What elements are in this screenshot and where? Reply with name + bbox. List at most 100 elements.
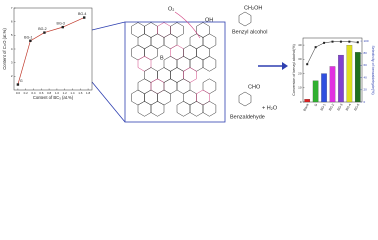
x-tick-label: BG-2 xyxy=(328,103,335,112)
y-tick-label: 2 xyxy=(11,74,13,78)
hexagon xyxy=(150,101,165,117)
hexagon xyxy=(183,67,197,83)
hexagon xyxy=(163,33,178,50)
y-tick-label: 30 xyxy=(298,57,302,61)
hexagon xyxy=(183,44,197,61)
hexagon xyxy=(189,56,204,72)
x-tick-label: 0.0 xyxy=(16,91,21,95)
y-tick-label: 20 xyxy=(298,71,302,75)
hexagon xyxy=(189,101,204,117)
series-line xyxy=(17,17,85,85)
y2-tick-label: 40 xyxy=(364,75,368,79)
arrow-head xyxy=(282,62,288,70)
bar xyxy=(312,80,319,103)
x-tick-label: Blank xyxy=(302,103,310,112)
hexagon xyxy=(137,101,152,117)
bar xyxy=(321,73,327,103)
hexagon xyxy=(170,67,184,83)
bar xyxy=(329,66,336,103)
point xyxy=(43,31,46,34)
x-tick-label: BG-3 xyxy=(336,103,343,112)
hexagon xyxy=(176,78,191,95)
graphene-structure xyxy=(131,22,217,117)
hexagon xyxy=(137,78,152,95)
hexagon xyxy=(176,56,191,72)
y-tick-label: 10 xyxy=(298,86,302,90)
point xyxy=(29,39,32,42)
hexagon xyxy=(157,67,171,83)
hexagon xyxy=(176,101,191,117)
x-tick-label: 1.8 xyxy=(86,91,91,95)
x-tick-label: 1.0 xyxy=(55,91,60,95)
hexagon xyxy=(202,56,217,72)
y-tick-label: 40 xyxy=(298,43,302,47)
hexagon xyxy=(157,89,171,106)
y2-axis-label: Selectivity of benzaldehyde(%) xyxy=(371,45,375,94)
x-tick-label: 0.8 xyxy=(47,91,52,95)
x-tick-label: BG-1 xyxy=(319,103,326,112)
x-tick-label: 1.4 xyxy=(70,91,75,95)
hexagon xyxy=(157,22,171,38)
x-tick-label: 0.4 xyxy=(31,91,36,95)
hexagon xyxy=(144,22,158,38)
y2-tick-label: 0 xyxy=(364,100,366,104)
hexagon xyxy=(150,78,165,95)
x-axis-label: Content of BC₃ (at.%) xyxy=(33,95,74,100)
y-tick-label: 0 xyxy=(300,100,302,104)
y-axis-label: Content of C=O (at.%) xyxy=(2,28,7,70)
bar xyxy=(304,99,311,103)
hexagon xyxy=(202,78,217,95)
point-label: BG-4 xyxy=(78,12,86,16)
hexagon xyxy=(196,44,210,61)
hexagon xyxy=(170,44,184,61)
hexagon xyxy=(131,89,145,106)
point-label: G xyxy=(20,79,23,83)
hexagon xyxy=(150,33,165,50)
hexagon xyxy=(170,22,184,38)
zoom-frame xyxy=(124,21,226,123)
y-tick-label: 3 xyxy=(11,60,13,64)
hexagon xyxy=(144,89,158,106)
benzyl-label: Benzyl alcohol xyxy=(232,29,267,35)
y-tick-label: 4 xyxy=(11,47,13,51)
y-tick-label: 6 xyxy=(11,19,13,23)
x-tick-label: 1.2 xyxy=(63,91,68,95)
x-tick-label: G xyxy=(314,102,319,107)
hexagon xyxy=(144,67,158,83)
graphic: O₂ OH CH₂OH Benzyl alcohol CHO Benzaldeh… xyxy=(2,5,375,123)
point xyxy=(331,40,334,43)
water-label: + H₂O xyxy=(262,105,278,111)
x-tick-label: 1.6 xyxy=(78,91,83,95)
hexagon xyxy=(144,44,158,61)
o2-label: O₂ xyxy=(168,6,174,12)
point xyxy=(339,40,342,43)
point xyxy=(306,63,309,66)
x-tick-label: 0.2 xyxy=(24,91,29,95)
hexagon xyxy=(163,78,178,95)
x-tick-label: 0.6 xyxy=(39,91,44,95)
ch2oh-label: CH₂OH xyxy=(244,5,262,11)
hexagon xyxy=(163,56,178,72)
y-tick-label: 7 xyxy=(11,6,13,10)
y2-tick-label: 80 xyxy=(364,51,368,55)
point xyxy=(61,25,64,29)
bar xyxy=(354,52,361,103)
hexagon xyxy=(137,33,152,50)
hexagon xyxy=(131,44,145,61)
page: {"chart_data": [ {"type": "line", "x_lab… xyxy=(2,5,376,123)
point xyxy=(16,83,20,86)
y2-tick-label: 20 xyxy=(364,88,368,92)
y-axis-label: Conversion of benzyl alcohol(%) xyxy=(292,44,296,96)
benzaldehyde-label: Benzaldehyde xyxy=(230,114,265,120)
x-tick-label: BG-5 xyxy=(353,103,360,112)
y2-tick-label: 60 xyxy=(364,63,368,67)
plot-frame xyxy=(13,7,93,91)
o2-path xyxy=(174,11,201,39)
point xyxy=(348,40,351,43)
oh-label: OH xyxy=(205,17,213,23)
hexagon xyxy=(189,33,204,50)
point xyxy=(323,41,326,44)
point xyxy=(356,41,359,44)
point-label: BG-3 xyxy=(57,22,65,26)
connector xyxy=(91,21,126,31)
